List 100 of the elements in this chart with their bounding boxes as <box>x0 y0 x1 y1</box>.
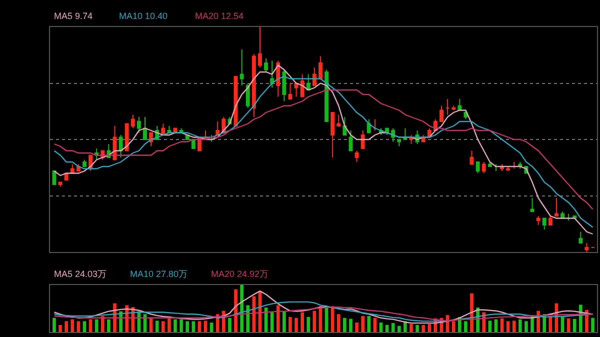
candlestick <box>542 218 546 230</box>
bar <box>566 318 570 332</box>
candlestick <box>264 58 268 72</box>
candlestick <box>258 27 262 68</box>
bar <box>192 321 196 332</box>
bar <box>591 318 594 332</box>
bar <box>548 316 552 332</box>
bar <box>572 318 576 332</box>
bar <box>391 323 395 332</box>
bar <box>100 316 104 332</box>
bar <box>234 289 238 332</box>
candlestick <box>440 105 444 122</box>
text: MA20 24.92万 <box>211 269 269 279</box>
candlestick <box>554 198 558 216</box>
bar <box>52 318 56 332</box>
bar <box>367 316 371 332</box>
candlestick <box>246 82 250 108</box>
bar <box>397 326 401 332</box>
bar <box>518 319 522 332</box>
bar <box>76 321 80 332</box>
candlestick <box>578 231 583 244</box>
bar <box>174 319 177 332</box>
candlestick <box>488 162 492 167</box>
text: MA20 12.54 <box>195 11 244 21</box>
bar <box>198 321 202 332</box>
candlestick <box>354 150 359 162</box>
candlestick <box>360 130 365 149</box>
bar <box>246 305 250 332</box>
candlestick <box>288 82 292 100</box>
bar <box>343 318 346 332</box>
candlestick <box>240 49 244 86</box>
text: MA5 9.74 <box>54 11 93 21</box>
candlestick <box>446 98 450 116</box>
candlestick <box>536 216 540 226</box>
bar <box>155 320 159 332</box>
candlestick <box>143 116 147 140</box>
candlestick <box>252 54 256 118</box>
bar <box>452 321 456 332</box>
candlestick <box>342 116 347 136</box>
bar <box>428 324 432 332</box>
bar <box>240 285 244 332</box>
candlestick <box>506 166 510 172</box>
bar <box>306 316 310 332</box>
bar <box>464 321 468 332</box>
bar <box>349 318 352 332</box>
bar <box>180 319 183 332</box>
bar <box>210 322 214 332</box>
bar <box>161 321 165 332</box>
bar <box>94 319 98 332</box>
candlestick <box>216 121 220 136</box>
candlestick <box>452 105 456 111</box>
candlestick <box>330 112 335 158</box>
bar <box>228 318 232 332</box>
candlestick <box>366 118 371 134</box>
candlestick <box>300 74 304 98</box>
candlestick <box>458 98 462 111</box>
candlestick <box>270 60 274 88</box>
candlestick <box>282 69 286 102</box>
candlestick <box>584 242 589 252</box>
bar <box>379 322 383 332</box>
text: MA5 24.03万 <box>54 269 107 279</box>
bar <box>204 320 208 332</box>
bar <box>282 311 286 332</box>
bar <box>506 321 510 332</box>
candlestick <box>324 69 329 122</box>
bar <box>288 316 292 332</box>
candlestick <box>318 56 322 80</box>
bar <box>422 324 425 332</box>
bar <box>168 316 171 332</box>
bar <box>488 320 492 332</box>
candlestick <box>530 198 534 212</box>
text: MA10 10.40 <box>119 11 168 21</box>
candlestick <box>124 123 129 152</box>
bar <box>410 324 413 332</box>
bar <box>355 322 358 332</box>
candlestick <box>548 216 552 226</box>
bar <box>82 321 86 332</box>
bar <box>64 321 68 332</box>
candlestick <box>470 150 474 165</box>
candlestick <box>397 139 402 147</box>
candlestick <box>130 114 135 129</box>
candlestick <box>58 182 62 188</box>
bar <box>512 320 516 332</box>
candlestick <box>118 134 123 158</box>
candlestick <box>494 164 498 172</box>
bar <box>107 319 110 332</box>
candlestick <box>482 162 486 174</box>
candlestick <box>348 130 353 152</box>
bar <box>186 321 190 332</box>
bar <box>361 316 364 332</box>
bar <box>300 312 304 332</box>
candlestick <box>476 162 480 174</box>
bar <box>336 314 340 332</box>
text: MA10 27.80万 <box>130 269 188 279</box>
candlestick <box>294 82 298 98</box>
candlestick <box>82 159 86 167</box>
candlestick <box>136 116 141 134</box>
bar <box>70 319 74 332</box>
bar <box>58 324 62 332</box>
bar <box>524 321 528 332</box>
